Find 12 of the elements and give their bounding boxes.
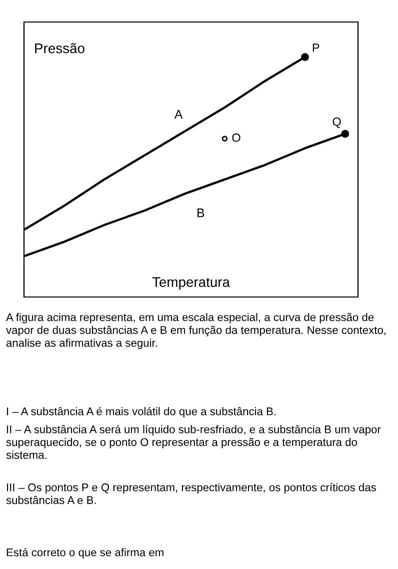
series-label: B — [197, 208, 204, 218]
text: III – Os pontos P e Q representam, respectivamente, os pontos críticos das substâncias A e B. — [6, 483, 376, 504]
text: I – A substância A é mais volátil do que a substância B. — [7, 407, 276, 418]
series-label: P — [312, 44, 320, 52]
y-axis-title: Pressão — [35, 43, 84, 54]
series-label: O — [232, 133, 240, 142]
text: Está correto o que se afirma em — [6, 548, 164, 558]
text: A figura acima representa, em uma escala especial, a curva de pressão de vapor de duas substâncias A e B em função da temperatura. Nesse contexto, analise as afirmativas a seguir. — [6, 313, 386, 349]
text: II – A substância A será um líquido sub-resfriado, e a substância B um vapor superaquecido, se o ponto O representar a pressão e a temperatura do sistema. — [6, 425, 381, 459]
series-label: Q — [332, 118, 341, 128]
series-label: A — [174, 110, 183, 119]
x-axis-title: Temperatura — [152, 277, 230, 290]
